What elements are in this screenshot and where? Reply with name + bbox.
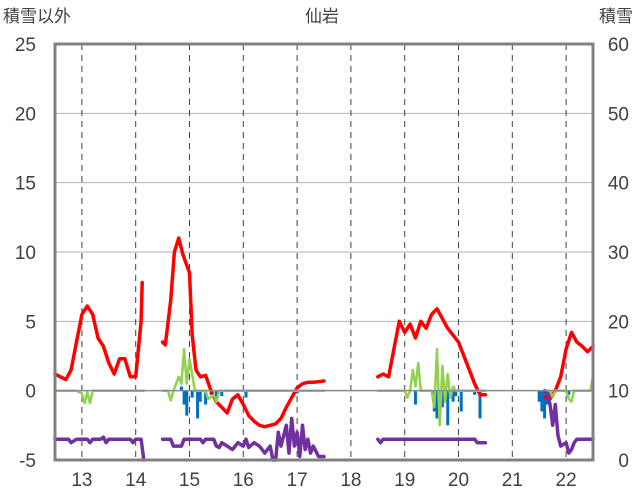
precip-bar [185,390,189,416]
precip-bar [459,390,463,412]
snow-line [376,437,488,445]
y-right-tick-label: 20 [608,312,629,333]
precip-bar [567,390,571,395]
temperature-line [53,280,144,382]
precip-bar [435,390,439,419]
x-tick-label: 16 [233,470,254,491]
wind-line [543,375,595,404]
precip-bar [548,390,552,398]
y-right-tick-label: 10 [608,382,629,403]
plot-area [53,236,595,462]
tick-labels: -5 0 5 10 15 20 25 0 10 20 30 40 50 60 13 14 15 16 17 18 19 2… [15,35,629,491]
left-axis-label: 積雪以外 [3,7,71,27]
y-right-tick-label: 60 [608,35,629,56]
precip-bar [540,390,544,412]
y-left-tick-label: 25 [15,35,36,56]
x-tick-label: 13 [71,470,92,491]
precip-bar [473,390,477,395]
precip-bar [454,390,458,397]
y-left-tick-label: -5 [19,451,36,472]
y-left-tick-label: 10 [15,243,36,264]
temperature-line [542,330,595,401]
snow-line [53,435,146,462]
x-tick-label: 19 [394,470,415,491]
x-tick-label: 18 [340,470,361,491]
precip-bar [413,390,417,405]
chart-title: 仙岩 [305,7,339,27]
x-tick-label: 15 [179,470,200,491]
y-right-tick-label: 40 [608,174,629,195]
y-left-tick-label: 0 [25,382,36,403]
plot-border [53,42,595,462]
precip-bar [478,390,482,419]
precip-bar [244,390,248,398]
grid [55,44,593,460]
precip-bar [440,390,444,408]
wind-line [376,347,487,427]
precip-bar [543,390,547,419]
y-right-tick-label: 30 [608,243,629,264]
x-tick-label: 14 [125,470,147,491]
precip-bar [196,390,200,419]
plot-frame [53,42,595,462]
x-tick-label: 21 [502,470,523,491]
precip-bar [214,390,218,398]
y-left-tick-label: 15 [15,174,36,195]
right-axis-label: 積雪 [599,7,633,27]
wind-line [53,389,146,405]
x-tick-label: 20 [448,470,469,491]
precip-bar [198,390,202,402]
precip-bar [204,390,208,405]
y-left-tick-label: 5 [25,312,36,333]
y-left-tick-label: 20 [15,104,36,125]
precip-bar [190,390,194,398]
temperature-line [376,307,488,397]
temperature-line [160,236,326,429]
wind-line [161,347,326,404]
precip-bar [182,390,186,405]
precip-bar [537,390,541,402]
precip-bar [179,386,183,391]
snow-line [160,416,326,462]
y-right-tick-label: 0 [618,451,629,472]
precip-bar [446,390,450,426]
y-right-tick-label: 50 [608,104,629,125]
precip-bar [295,390,299,394]
x-tick-label: 17 [287,470,308,491]
precip-bar [220,390,224,397]
precip-bar [451,390,455,402]
snow-line [542,388,595,455]
x-tick-label: 22 [556,470,577,491]
